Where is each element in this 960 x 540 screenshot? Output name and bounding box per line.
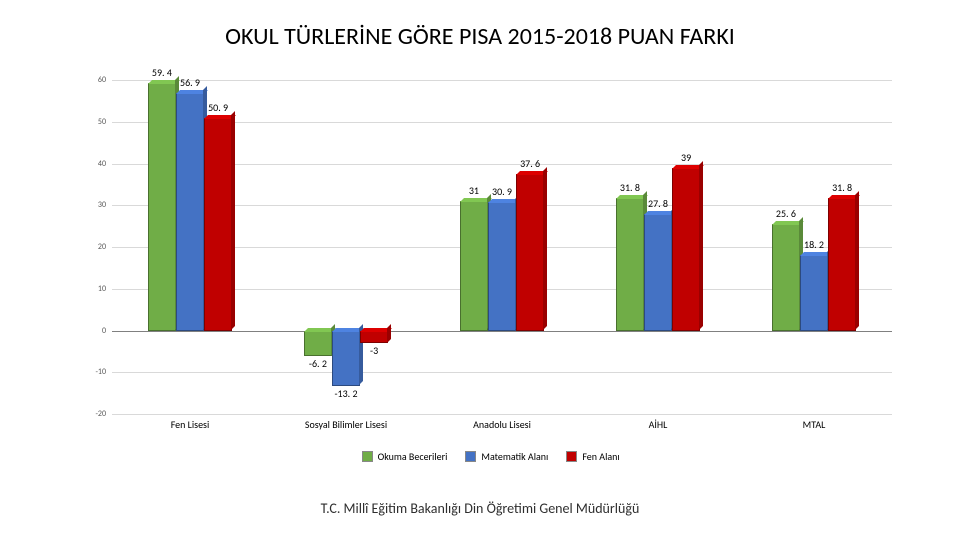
value-label: 37. 6 — [520, 157, 540, 170]
y-tick-label: -20 — [95, 409, 106, 419]
value-label: 39 — [681, 151, 691, 164]
legend-item: Okuma Becerileri — [362, 450, 448, 463]
y-tick-label: 60 — [98, 75, 106, 85]
chart: -20-100102030405060Fen Lisesi59. 456. 95… — [112, 80, 892, 414]
value-label: 27. 8 — [648, 197, 668, 210]
bar — [644, 214, 672, 330]
value-label: 31. 8 — [832, 181, 852, 194]
value-label: 31. 8 — [620, 181, 640, 194]
y-tick-label: 0 — [102, 326, 106, 336]
bar — [516, 174, 544, 331]
bar-group: Sosyal Bilimler Lisesi-6. 2-13. 2-3 — [268, 80, 424, 414]
value-label: 31 — [469, 184, 479, 197]
legend-swatch — [566, 451, 577, 462]
y-tick-label: 20 — [98, 242, 106, 252]
legend-item: Matematik Alanı — [465, 450, 548, 463]
bar — [828, 198, 856, 331]
value-label: 59. 4 — [152, 66, 172, 79]
footer-text: T.C. Millî Eğitim Bakanlığı Din Öğretimi… — [0, 500, 960, 517]
slide: { "title": { "text": "OKUL TÜRLERİNE GÖR… — [0, 0, 960, 540]
value-label: 18. 2 — [804, 238, 824, 251]
y-tick-label: 40 — [98, 159, 106, 169]
value-label: 25. 6 — [776, 207, 796, 220]
bar — [672, 168, 700, 331]
value-label: -6. 2 — [309, 357, 327, 370]
legend: Okuma Becerileri Matematik Alanı Fen Alanı — [362, 450, 620, 463]
bar — [304, 331, 332, 357]
legend-swatch — [362, 451, 373, 462]
legend-swatch — [465, 451, 476, 462]
y-tick-label: 30 — [98, 200, 106, 210]
value-label: 50. 9 — [208, 101, 228, 114]
bar — [488, 202, 516, 331]
y-tick-label: -10 — [95, 367, 106, 377]
legend-label: Okuma Becerileri — [378, 450, 448, 463]
value-label: -3 — [370, 344, 378, 357]
legend-item: Fen Alanı — [566, 450, 619, 463]
value-label: 30. 9 — [492, 185, 512, 198]
y-tick-label: 50 — [98, 117, 106, 127]
bar-group: AİHL31. 827. 839 — [580, 80, 736, 414]
bar — [204, 118, 232, 331]
bar — [360, 331, 388, 344]
legend-label: Fen Alanı — [582, 450, 619, 463]
bar-group: MTAL25. 618. 231. 8 — [736, 80, 892, 414]
y-tick-label: 10 — [98, 284, 106, 294]
bar — [332, 331, 360, 386]
bar — [800, 255, 828, 331]
legend-label: Matematik Alanı — [481, 450, 548, 463]
bar — [460, 201, 488, 330]
bar — [176, 93, 204, 331]
gridline — [112, 414, 892, 415]
bar — [772, 224, 800, 331]
plot-area: -20-100102030405060Fen Lisesi59. 456. 95… — [112, 80, 892, 414]
value-label: -13. 2 — [334, 387, 357, 400]
value-label: 56. 9 — [180, 76, 200, 89]
chart-title: OKUL TÜRLERİNE GÖRE PISA 2015-2018 PUAN … — [0, 22, 960, 51]
bar — [616, 198, 644, 331]
bar — [148, 83, 176, 331]
bar-group: Anadolu Lisesi3130. 937. 6 — [424, 80, 580, 414]
bar-group: Fen Lisesi59. 456. 950. 9 — [112, 80, 268, 414]
